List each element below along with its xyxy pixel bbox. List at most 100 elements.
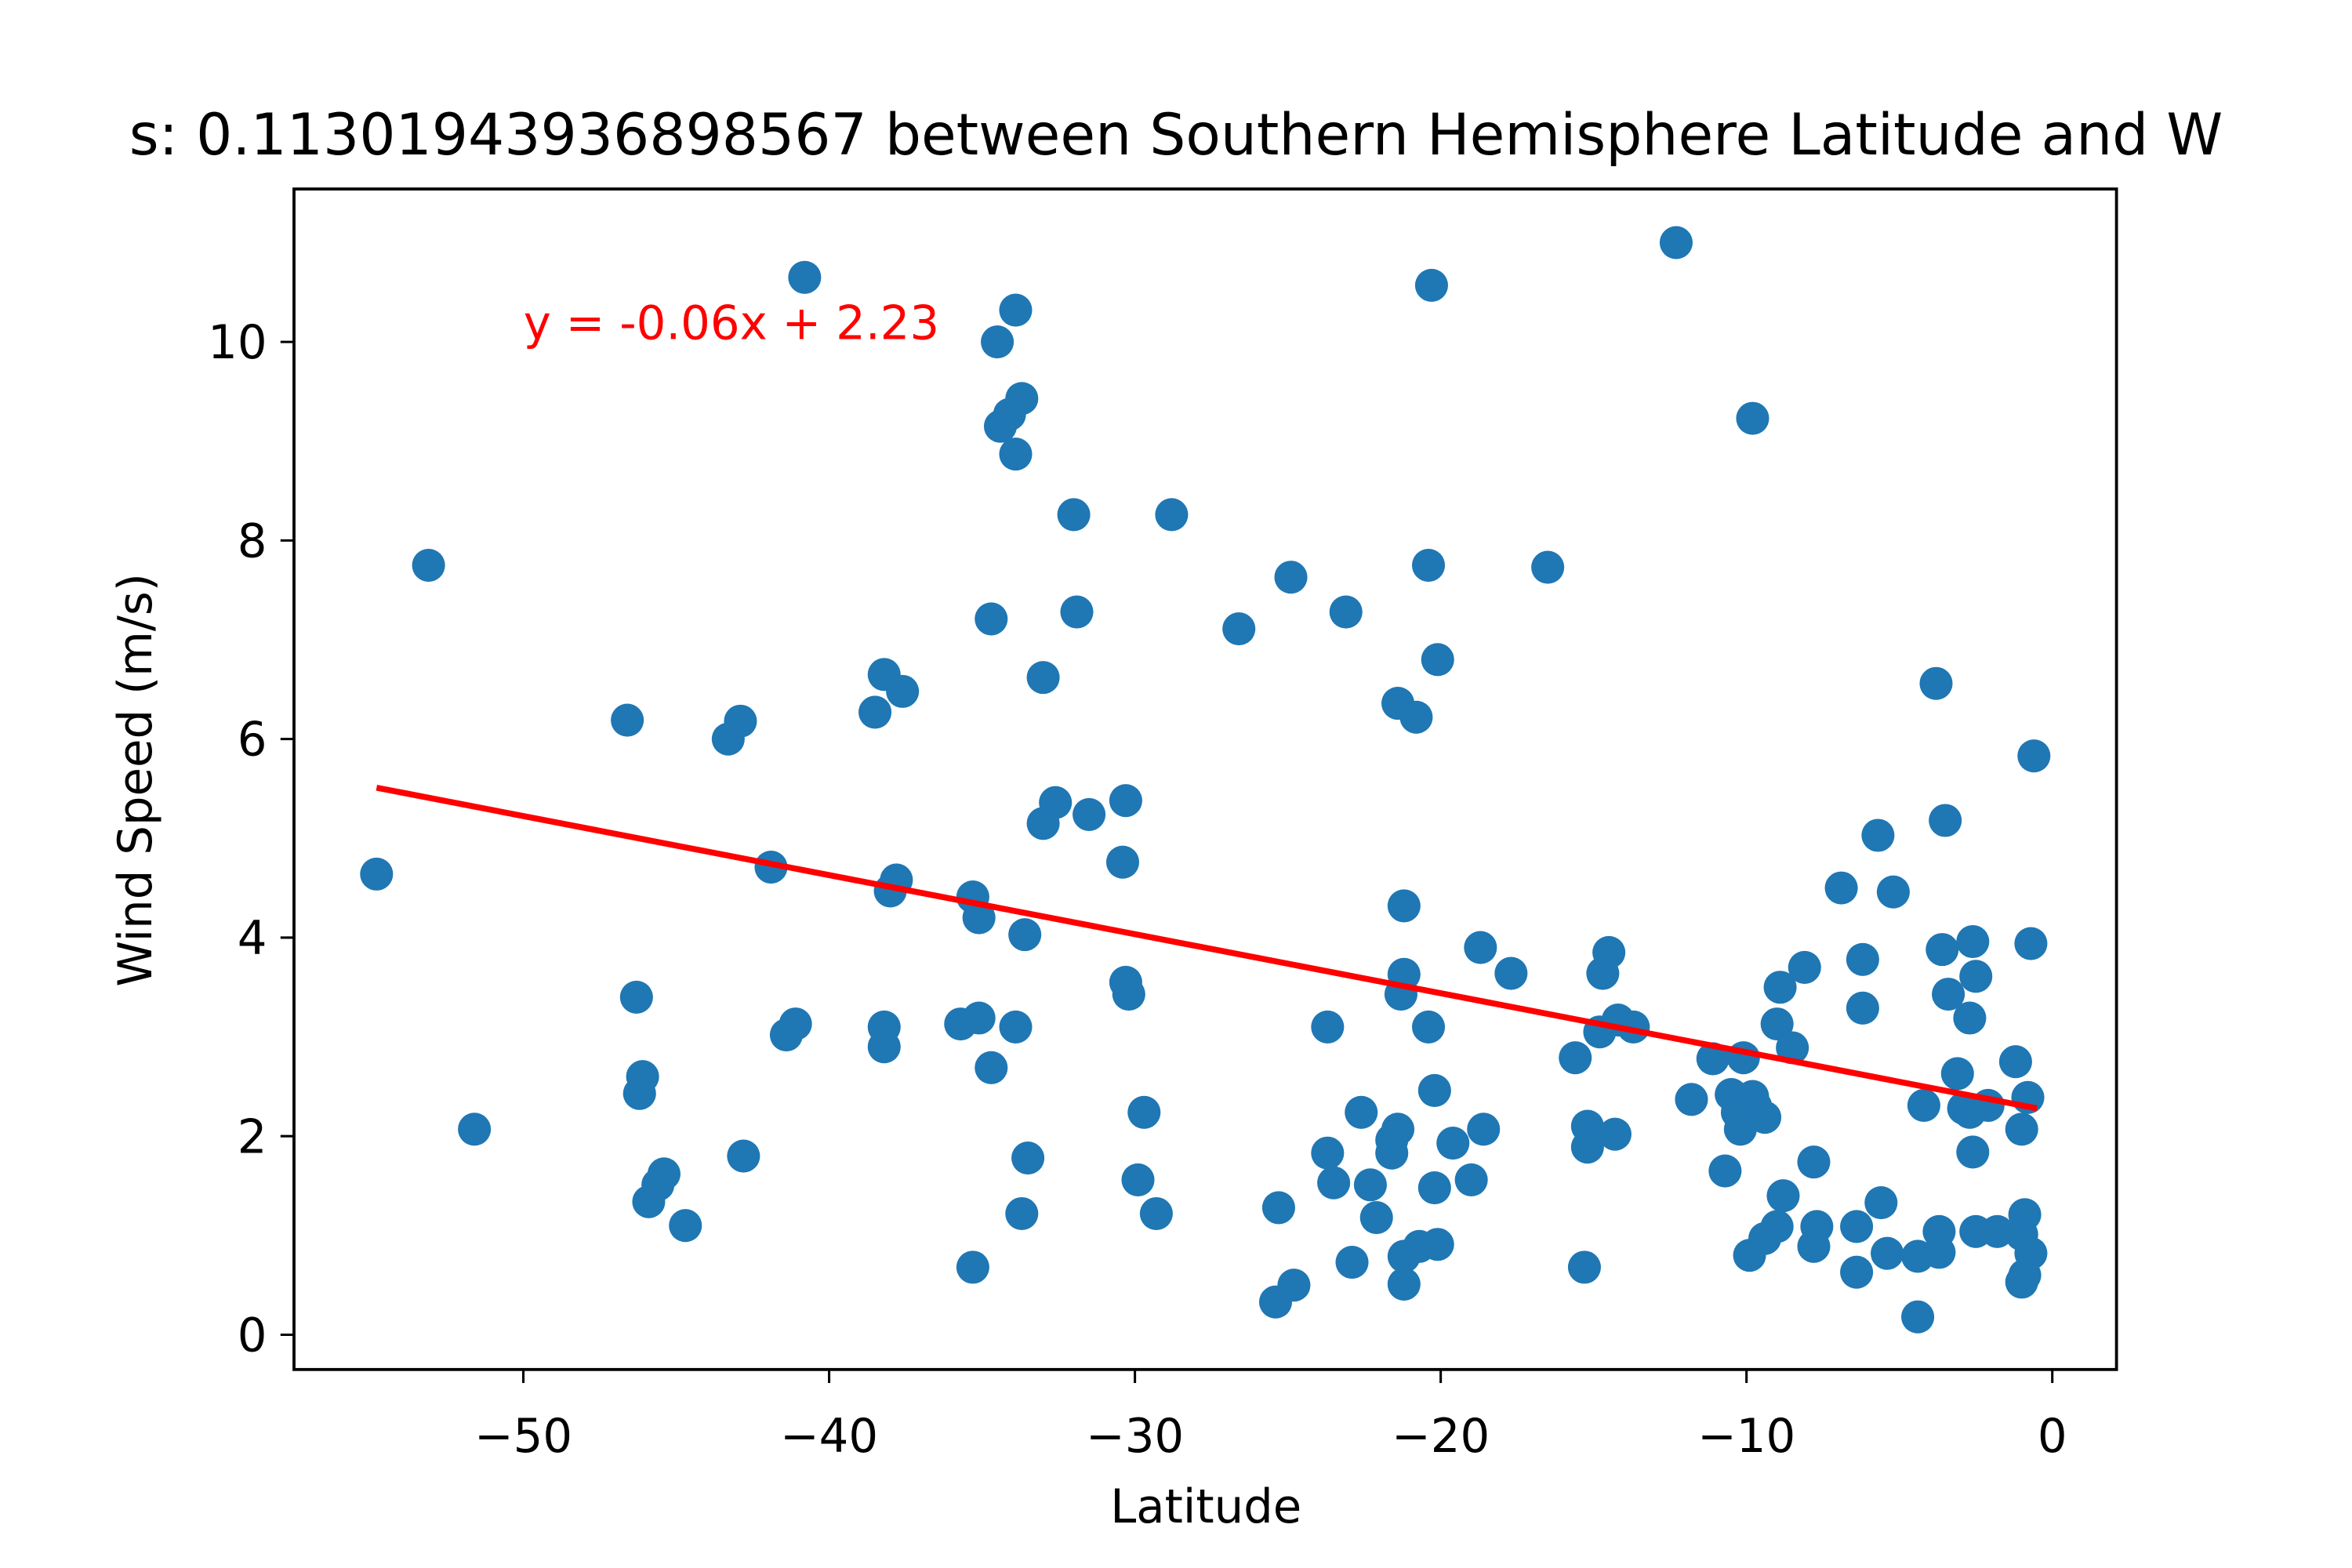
scatter-point <box>962 1001 996 1035</box>
scatter-point <box>1800 1210 1834 1243</box>
scatter-point <box>1387 889 1421 923</box>
scatter-point <box>1531 550 1565 584</box>
scatter-point <box>788 260 822 294</box>
scatter-point <box>999 437 1033 471</box>
scatter-point <box>1464 931 1497 964</box>
scatter-point <box>1436 1127 1470 1160</box>
scatter-point <box>1139 1196 1173 1231</box>
x-tick-label: −40 <box>780 1409 878 1463</box>
scatter-point <box>1335 1245 1369 1279</box>
scatter-point <box>1708 1154 1742 1188</box>
scatter-point <box>1617 1010 1650 1044</box>
scatter-point <box>1763 971 1797 1004</box>
scatter-point <box>1411 548 1446 583</box>
scatter-point <box>2014 1236 2048 1270</box>
scatter-point <box>1005 382 1039 416</box>
scatter-point <box>2014 927 2048 960</box>
scatter-point <box>1748 1101 1782 1134</box>
scatter-point <box>1726 1041 1760 1075</box>
scatter-point <box>1766 1179 1800 1213</box>
scatter-point <box>1980 1214 2014 1248</box>
y-tick-label: 2 <box>238 1109 267 1163</box>
y-tick-label: 4 <box>238 911 267 965</box>
scatter-point <box>1005 1196 1039 1231</box>
scatter-point <box>1598 1117 1632 1151</box>
scatter-point <box>1359 1201 1393 1235</box>
axes-frame <box>292 187 2118 1371</box>
y-axis-label: Wind Speed (m/s) <box>108 573 162 987</box>
scatter-point <box>622 1076 656 1110</box>
scatter-point <box>1345 1095 1378 1129</box>
scatter-point <box>1277 1269 1311 1302</box>
scatter-point <box>1861 818 1895 852</box>
scatter-point <box>1311 1136 1345 1170</box>
scatter-point <box>1696 1042 1730 1076</box>
scatter-point <box>412 548 445 583</box>
scatter-point <box>1959 960 1993 993</box>
scatter-point <box>754 850 788 884</box>
scatter-point <box>360 857 394 891</box>
scatter-point <box>2005 1112 2038 1146</box>
scatter-point <box>1060 595 1094 629</box>
scatter-point <box>1559 1041 1592 1075</box>
scatter-point <box>1121 1163 1155 1196</box>
scatter-point <box>975 602 1008 636</box>
scatter-point <box>458 1112 492 1146</box>
scatter-point <box>1274 561 1308 594</box>
scatter-point <box>727 1139 760 1173</box>
scatter-point <box>1998 1045 2032 1079</box>
x-tick-label: −20 <box>1392 1409 1490 1463</box>
scatter-point <box>619 980 653 1014</box>
scatter-point <box>867 1030 901 1064</box>
scatter-point <box>647 1157 681 1191</box>
scatter-point <box>1824 871 1858 905</box>
scatter-point <box>858 695 892 729</box>
scatter-point <box>1922 1214 1956 1248</box>
scatter-point <box>611 703 644 737</box>
y-tick-label: 8 <box>238 514 267 568</box>
regression-line <box>376 784 2038 1112</box>
scatter-point <box>975 1051 1008 1084</box>
scatter-point <box>1846 942 1879 976</box>
scatter-point <box>1311 1010 1345 1044</box>
scatter-point <box>1659 226 1693 260</box>
scatter-point <box>1011 1142 1045 1175</box>
scatter-point <box>1760 1210 1794 1243</box>
scatter-point <box>1788 950 1821 984</box>
scatter-point <box>1567 1250 1601 1284</box>
scatter-point <box>1454 1163 1488 1196</box>
scatter-point <box>1026 807 1060 840</box>
scatter-point <box>1919 666 1953 700</box>
scatter-point <box>1864 1186 1898 1220</box>
annotation: y = -0.06x + 2.23 <box>524 296 939 350</box>
scatter-point <box>1840 1255 1874 1289</box>
scatter-point <box>1421 1228 1454 1261</box>
scatter-point <box>886 674 920 708</box>
scatter-point <box>1467 1112 1501 1146</box>
y-tick-label: 6 <box>238 713 267 767</box>
scatter-point <box>1494 956 1528 990</box>
scatter-point <box>1109 784 1142 818</box>
scatter-point <box>1417 1171 1451 1205</box>
x-tick-label: −50 <box>474 1409 572 1463</box>
scatter-point <box>779 1007 812 1041</box>
scatter-point <box>1876 875 1910 909</box>
scatter-point <box>1329 595 1363 629</box>
chart-title: s: 0.11301943936898567 between Southern … <box>129 103 2223 169</box>
scatter-point <box>1953 1001 1987 1035</box>
scatter-point <box>1127 1095 1161 1129</box>
scatter-point <box>1008 918 1042 952</box>
y-tick-label: 10 <box>208 315 267 369</box>
scatter-point <box>1155 498 1189 532</box>
scatter-point <box>1871 1236 1904 1270</box>
scatter-point <box>1414 268 1448 302</box>
scatter-point <box>1411 1010 1446 1044</box>
scatter-point <box>1317 1166 1351 1200</box>
x-tick-label: 0 <box>2038 1409 2067 1463</box>
scatter-point <box>1929 804 1962 837</box>
scatter-point <box>1675 1083 1708 1116</box>
scatter-point <box>1261 1191 1295 1225</box>
scatter-point <box>1840 1210 1874 1243</box>
